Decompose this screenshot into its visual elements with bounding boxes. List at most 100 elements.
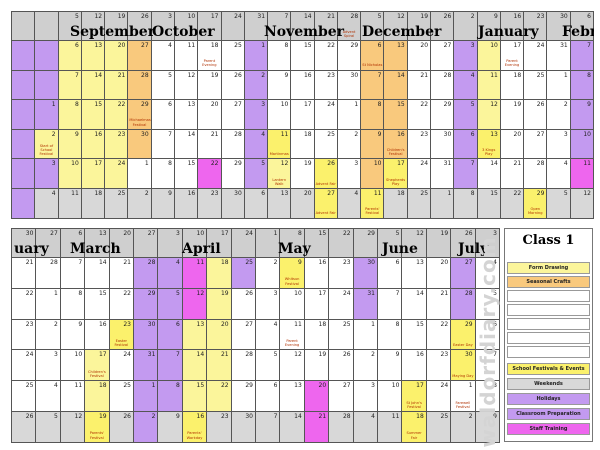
date-number: 22 <box>513 190 522 197</box>
day-cell: 4 <box>337 189 362 219</box>
day-cell: 14 <box>384 70 408 101</box>
day-cell: 22 <box>12 288 37 320</box>
event-label: Farewell Festival <box>455 400 471 409</box>
day-cell: 12 <box>570 189 594 219</box>
day-cell: 2 <box>128 189 152 219</box>
date-number: 30 <box>350 71 359 79</box>
day-cell: 11 <box>182 258 208 289</box>
day-cell: 21 <box>207 350 232 382</box>
date-number: 22 <box>420 101 429 109</box>
date-number: 18 <box>397 190 405 197</box>
day-cell: 24 <box>109 350 134 382</box>
date-number: 11 <box>294 320 302 328</box>
date-number: 30 <box>147 320 156 328</box>
date-number: 10 <box>196 230 205 237</box>
class-title: Class 1 <box>522 233 575 248</box>
week-header-cell: 24 <box>231 229 256 258</box>
event-label: Shepherds Play <box>386 177 406 186</box>
date-number: 26 <box>141 13 149 20</box>
day-cell: 3 <box>35 159 59 189</box>
day-cell: 9 <box>268 70 292 101</box>
date-number: 8 <box>587 71 591 79</box>
date-number: 23 <box>440 351 449 359</box>
date-number: 20 <box>440 259 449 266</box>
week-header-cell: 30 <box>12 229 37 258</box>
week-header-cell: 3 <box>158 229 183 258</box>
day-cell: 14 <box>174 129 199 160</box>
day-cell: 29 <box>221 159 245 189</box>
day-cell: 23 <box>426 350 452 382</box>
date-number: 13 <box>416 259 424 266</box>
day-cell: 28 <box>431 70 455 101</box>
date-number: 23 <box>220 413 229 420</box>
date-number: 3 <box>354 160 359 168</box>
date-number: 30 <box>443 130 452 138</box>
date-number: 5 <box>53 413 58 420</box>
day-cell: 11 Martinmas <box>268 129 292 160</box>
month-label: uary <box>14 241 49 257</box>
date-number: 12 <box>583 190 591 197</box>
day-cell <box>12 70 36 101</box>
date-number: 6 <box>470 130 475 138</box>
day-cell: 18 <box>500 70 525 101</box>
event-label: Parent Evening <box>284 338 300 348</box>
week-header-cell: 12 <box>384 12 408 41</box>
day-cell: 8 <box>158 381 183 412</box>
date-number: 8 <box>377 101 382 109</box>
day-cell: 22 <box>198 159 222 189</box>
date-number: 8 <box>297 230 302 237</box>
day-cell: 24 <box>12 350 37 382</box>
day-cell: 6 <box>158 319 183 351</box>
date-number: 22 <box>440 320 449 328</box>
day-cell: 13 <box>81 41 106 71</box>
date-number: 29 <box>141 101 149 109</box>
day-cell: 24 <box>524 41 548 71</box>
date-number: 6 <box>273 382 278 390</box>
date-number: 24 <box>245 230 253 237</box>
calendar-top-half: 5 12 19 26 3 10 17 24 31 7 14 21 28 Advent Spiral 5 12 1… <box>11 11 594 219</box>
event-label: Parents' Festival <box>365 207 380 216</box>
day-cell: 28 <box>231 350 256 382</box>
date-number: 11 <box>74 382 83 390</box>
day-cell: 20 <box>426 258 452 289</box>
legend-item: Classroom Preparation <box>507 408 590 420</box>
date-number: 27 <box>245 320 253 328</box>
day-cell: 9 <box>378 350 403 382</box>
day-cell: 17 Shepherds Play <box>384 159 408 189</box>
event-label: Maying Day <box>452 373 474 378</box>
event-label: Easter Festival <box>114 338 129 348</box>
day-cell: 3 <box>337 159 362 189</box>
date-number: 5 <box>493 289 497 297</box>
week-header-cell: 19 <box>407 12 432 41</box>
day-cell: 6 <box>256 381 281 412</box>
event-label: Parent Evening <box>504 59 520 68</box>
date-number: 6 <box>493 320 497 328</box>
date-number: 1 <box>261 42 266 49</box>
date-number: 2 <box>371 351 375 359</box>
date-number: 13 <box>94 42 103 49</box>
date-number: 15 <box>98 289 107 297</box>
day-cell: 30 <box>431 129 455 160</box>
date-number: 1 <box>273 230 278 237</box>
day-cell: 27 Advent Fair <box>314 189 338 219</box>
day-cell: 31 <box>547 41 571 71</box>
date-number: 5 <box>175 289 180 297</box>
day-cell: 14 <box>81 70 106 101</box>
day-cell: 23 Easter Festival <box>109 319 134 351</box>
day-cell: 15 <box>384 100 408 130</box>
date-number: 9 <box>494 13 498 20</box>
day-cell: 20 <box>304 381 330 412</box>
date-number: 22 <box>117 101 126 109</box>
date-number: 6 <box>168 101 172 109</box>
day-cell: 30 <box>337 70 362 101</box>
day-cell: 9 <box>58 129 82 160</box>
date-number: 15 <box>490 190 498 197</box>
event-label: Lantern Walk <box>272 177 287 186</box>
day-cell <box>12 159 36 189</box>
date-number: 28 <box>342 413 351 420</box>
day-cell: 28 <box>128 70 152 101</box>
date-number: 2 <box>354 130 359 138</box>
date-number: 30 <box>560 13 568 20</box>
week-header-cell: 5 <box>378 229 403 258</box>
day-cell: 21 <box>105 70 129 101</box>
